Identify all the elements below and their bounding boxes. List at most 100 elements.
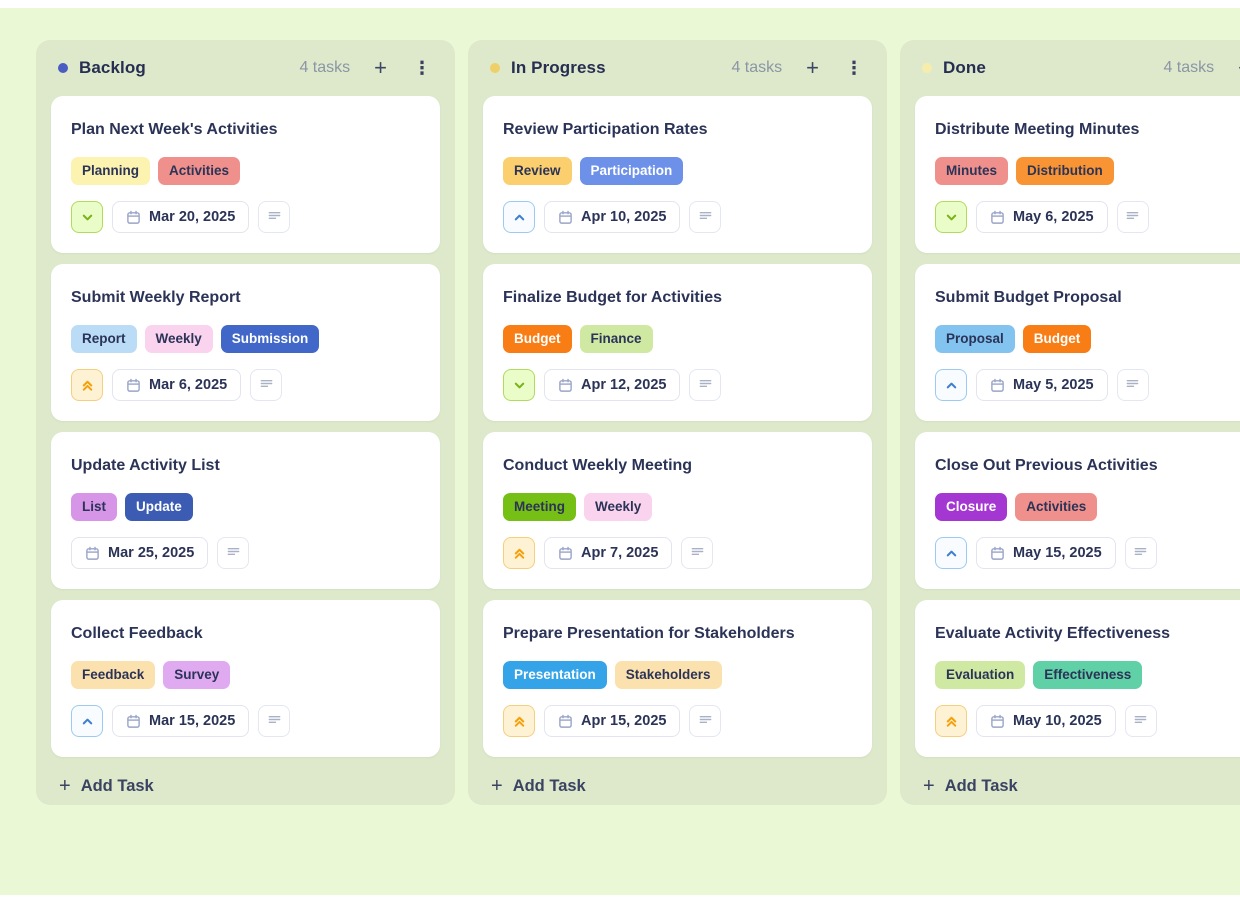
due-date-chip[interactable]: Mar 20, 2025 <box>112 201 250 233</box>
due-date-text: Mar 20, 2025 <box>149 209 236 225</box>
column-menu-button[interactable]: ⋮ <box>845 59 863 77</box>
add-task-button[interactable]: + Add Task <box>36 757 455 805</box>
due-date-text: May 15, 2025 <box>1013 545 1102 561</box>
description-button[interactable] <box>258 201 291 233</box>
due-date-chip[interactable]: May 15, 2025 <box>976 537 1116 569</box>
priority-button[interactable] <box>503 705 535 737</box>
due-date-chip[interactable]: Mar 15, 2025 <box>112 705 250 737</box>
description-button[interactable] <box>250 369 283 401</box>
task-card[interactable]: Prepare Presentation for Stakeholders Pr… <box>483 600 872 757</box>
add-task-label: Add Task <box>944 776 1018 795</box>
task-card[interactable]: Plan Next Week's Activities Planning Acti… <box>51 96 440 253</box>
add-task-plus-button[interactable]: + <box>374 57 387 79</box>
due-date-chip[interactable]: Apr 10, 2025 <box>544 201 681 233</box>
task-card[interactable]: Close Out Previous Activities Closure Act… <box>915 432 1240 589</box>
chevron-down-icon <box>512 378 527 393</box>
due-date-chip[interactable]: Mar 6, 2025 <box>112 369 242 401</box>
task-card[interactable]: Review Participation Rates Review Partici… <box>483 96 872 253</box>
task-title: Update Activity List <box>71 457 220 474</box>
priority-button[interactable] <box>71 201 103 233</box>
priority-button[interactable] <box>503 537 535 569</box>
plus-icon: + <box>806 55 819 80</box>
column-header: In Progress 4 tasks + ⋮ <box>468 40 887 96</box>
task-tag: Update <box>125 493 193 521</box>
task-meta-row: Mar 20, 2025 <box>71 201 420 233</box>
priority-button[interactable] <box>935 705 967 737</box>
chevron-down-icon <box>80 210 95 225</box>
due-date-text: Apr 7, 2025 <box>581 545 659 561</box>
task-title: Submit Budget Proposal <box>935 289 1122 306</box>
calendar-icon <box>558 714 573 729</box>
calendar-icon <box>126 714 141 729</box>
chevron-up-icon <box>80 714 95 729</box>
add-task-plus-button[interactable]: + <box>1238 57 1240 79</box>
task-card[interactable]: Update Activity List List Update Mar 25, … <box>51 432 440 589</box>
column-title: Backlog <box>79 58 146 77</box>
add-task-plus-button[interactable]: + <box>806 57 819 79</box>
task-card[interactable]: Evaluate Activity Effectiveness Evaluati… <box>915 600 1240 757</box>
task-card[interactable]: Submit Budget Proposal Proposal Budget Ma… <box>915 264 1240 421</box>
task-tag: List <box>71 493 118 521</box>
due-date-chip[interactable]: May 5, 2025 <box>976 369 1108 401</box>
kanban-board: Backlog 4 tasks + ⋮ Plan Next Week's Act… <box>0 8 1240 805</box>
task-card[interactable]: Collect Feedback Feedback Survey Mar 15, … <box>51 600 440 757</box>
task-title: Plan Next Week's Activities <box>71 121 278 138</box>
kanban-column: Done 4 tasks + ⋮ Distribute Meeting Minu… <box>900 40 1240 805</box>
task-meta-row: Mar 6, 2025 <box>71 369 420 401</box>
task-title: Collect Feedback <box>71 625 203 642</box>
chevron-up-icon <box>944 378 959 393</box>
column-title: Done <box>943 58 986 77</box>
column-card-list: Plan Next Week's Activities Planning Acti… <box>36 96 455 757</box>
description-button[interactable] <box>681 537 714 569</box>
add-task-label: Add Task <box>80 776 154 795</box>
column-status-dot-icon <box>490 63 500 73</box>
task-card[interactable]: Distribute Meeting Minutes Minutes Distri… <box>915 96 1240 253</box>
description-button[interactable] <box>217 537 250 569</box>
priority-button[interactable] <box>71 369 103 401</box>
task-tag: Feedback <box>71 661 156 689</box>
priority-button[interactable] <box>71 705 103 737</box>
description-button[interactable] <box>1124 537 1157 569</box>
plus-icon: + <box>923 775 935 797</box>
task-tags: Meeting Weekly <box>503 493 852 521</box>
calendar-icon <box>990 210 1005 225</box>
description-button[interactable] <box>258 705 291 737</box>
priority-button[interactable] <box>935 537 967 569</box>
due-date-chip[interactable]: May 10, 2025 <box>976 705 1116 737</box>
task-card[interactable]: Conduct Weekly Meeting Meeting Weekly Apr… <box>483 432 872 589</box>
priority-button[interactable] <box>935 369 967 401</box>
task-tags: Report Weekly Submission <box>71 325 420 353</box>
due-date-chip[interactable]: Apr 7, 2025 <box>544 537 673 569</box>
due-date-text: Apr 12, 2025 <box>581 377 667 393</box>
task-meta-row: Mar 15, 2025 <box>71 705 420 737</box>
due-date-text: Mar 6, 2025 <box>149 377 228 393</box>
column-menu-button[interactable]: ⋮ <box>413 59 431 77</box>
task-meta-row: Apr 10, 2025 <box>503 201 852 233</box>
description-button[interactable] <box>689 705 722 737</box>
description-button[interactable] <box>1116 201 1149 233</box>
add-task-button[interactable]: + Add Task <box>900 757 1240 805</box>
notes-icon <box>690 544 705 562</box>
description-button[interactable] <box>689 201 722 233</box>
description-button[interactable] <box>1124 705 1157 737</box>
priority-button[interactable] <box>935 201 967 233</box>
due-date-chip[interactable]: Apr 12, 2025 <box>544 369 681 401</box>
task-tag: Planning <box>71 157 150 185</box>
description-button[interactable] <box>689 369 722 401</box>
task-tag: Finance <box>579 325 653 353</box>
due-date-chip[interactable]: May 6, 2025 <box>976 201 1108 233</box>
add-task-button[interactable]: + Add Task <box>468 757 887 805</box>
column-header: Backlog 4 tasks + ⋮ <box>36 40 455 96</box>
priority-button[interactable] <box>503 201 535 233</box>
due-date-chip[interactable]: Mar 25, 2025 <box>71 537 209 569</box>
due-date-chip[interactable]: Apr 15, 2025 <box>544 705 681 737</box>
double-chevron-up-icon <box>80 378 95 393</box>
description-button[interactable] <box>1116 369 1149 401</box>
notes-icon <box>1133 712 1148 730</box>
task-tags: List Update <box>71 493 420 521</box>
task-card[interactable]: Submit Weekly Report Report Weekly Submiss… <box>51 264 440 421</box>
calendar-icon <box>990 714 1005 729</box>
task-card[interactable]: Finalize Budget for Activities Budget Fin… <box>483 264 872 421</box>
priority-button[interactable] <box>503 369 535 401</box>
task-tags: Minutes Distribution <box>935 157 1240 185</box>
